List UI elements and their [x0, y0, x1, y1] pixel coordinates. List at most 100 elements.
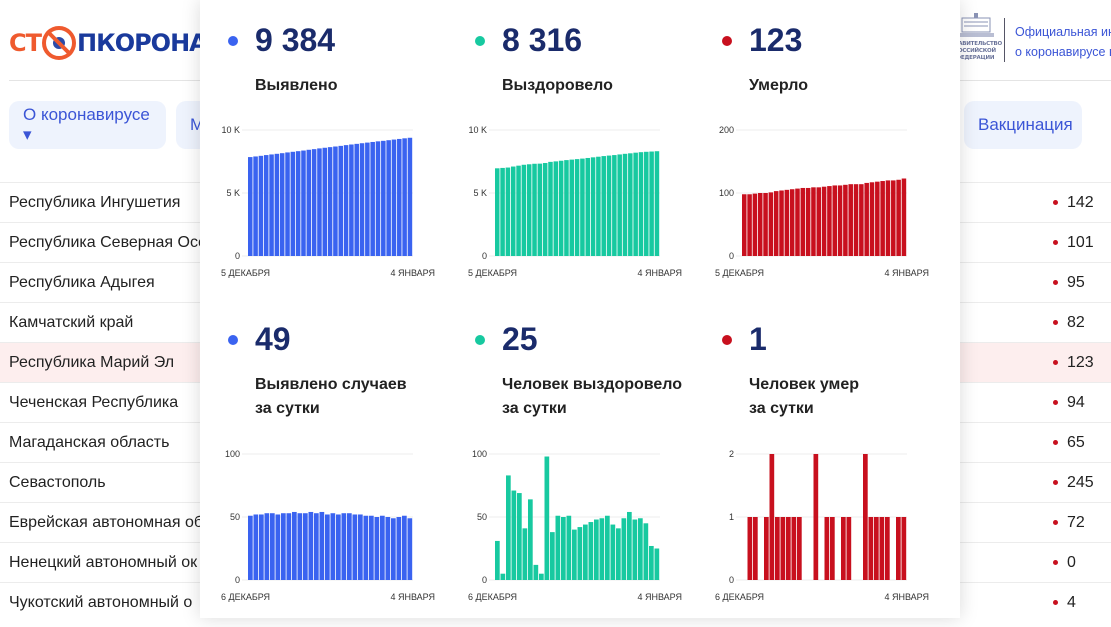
- chart-recovered-daily: 0 50 100 6 ДЕКАБРЯ 4 ЯНВАРЯ: [468, 449, 682, 602]
- region-name: Республика Северная Осе: [9, 233, 207, 251]
- government-emblem-text: ПРАВИТЕЛЬСТВО РОССИЙСКОЙ ФЕДЕРАЦИИ: [950, 41, 1003, 61]
- stat-label-line1: Человек умер: [749, 376, 860, 393]
- bar: [596, 156, 601, 256]
- bar: [599, 518, 605, 580]
- bar: [583, 524, 588, 580]
- bar: [843, 184, 848, 256]
- bar: [896, 517, 901, 580]
- stat-number: 1: [749, 321, 767, 357]
- bar: [885, 180, 891, 256]
- deaths-dot-icon: [1053, 480, 1058, 485]
- bar: [773, 191, 779, 256]
- x-tick-label-start: 5 ДЕКАБРЯ: [715, 268, 764, 278]
- bar: [654, 151, 660, 256]
- region-deaths-value: 0: [1067, 553, 1076, 571]
- bar: [577, 527, 583, 580]
- official-info-link[interactable]: Официальная ин о коронавирусе в: [1015, 22, 1111, 62]
- bar: [786, 517, 791, 580]
- bar: [338, 145, 344, 256]
- bar: [500, 573, 506, 580]
- bar: [638, 518, 643, 580]
- government-logo[interactable]: ПРАВИТЕЛЬСТВО РОССИЙСКОЙ ФЕДЕРАЦИИ: [950, 12, 1003, 64]
- bar: [601, 156, 606, 256]
- bar: [327, 147, 333, 256]
- bar: [248, 515, 253, 580]
- nav-vaccination[interactable]: Вакцинация: [964, 101, 1082, 149]
- legend-dot-icon: [722, 335, 732, 345]
- bar: [258, 155, 264, 256]
- chart-detected-daily: 0 50 100 6 ДЕКАБРЯ 4 ЯНВАРЯ: [221, 449, 435, 602]
- bar: [510, 166, 516, 256]
- bar: [359, 143, 365, 256]
- bar: [279, 153, 285, 256]
- bar: [553, 161, 559, 256]
- bar: [402, 515, 407, 580]
- bar: [654, 548, 660, 580]
- bar: [533, 564, 539, 580]
- bar: [380, 515, 385, 580]
- stat-number: 25: [502, 321, 538, 357]
- stat-label-line1: Выявлено: [255, 77, 338, 94]
- nav-about-coronavirus[interactable]: О коронавирусе ▾: [9, 101, 166, 149]
- x-tick-label-end: 4 ЯНВАРЯ: [390, 268, 435, 278]
- deaths-dot-icon: [1053, 560, 1058, 565]
- bar: [297, 513, 303, 580]
- bar: [396, 517, 402, 580]
- bar: [391, 518, 396, 580]
- legend-dot-icon: [475, 36, 485, 46]
- bar: [863, 454, 868, 580]
- gov-text-line1: Официальная ин: [1015, 25, 1111, 39]
- y-tick-label: 10 K: [468, 125, 487, 135]
- bar: [550, 532, 555, 580]
- bar: [880, 181, 885, 256]
- bar: [253, 156, 258, 256]
- bar: [588, 522, 594, 580]
- y-tick-label: 1: [729, 512, 734, 522]
- x-tick-label-end: 4 ЯНВАРЯ: [637, 268, 682, 278]
- stat-label-line1: Умерло: [749, 77, 808, 94]
- stat-label: Выявлено: [255, 74, 337, 98]
- stat-number: 8 316: [502, 22, 583, 58]
- bar: [341, 513, 347, 580]
- bar: [644, 151, 649, 256]
- deaths-dot-icon: [1053, 280, 1058, 285]
- bar: [542, 163, 548, 256]
- bar: [875, 181, 880, 256]
- bar: [885, 517, 890, 580]
- bar: [528, 499, 533, 580]
- bar: [606, 155, 612, 256]
- bar: [558, 160, 564, 256]
- bar: [789, 189, 795, 256]
- x-tick-label-start: 5 ДЕКАБРЯ: [221, 268, 270, 278]
- x-tick-label-start: 5 ДЕКАБРЯ: [468, 268, 517, 278]
- bar: [381, 140, 386, 256]
- bar: [784, 189, 790, 256]
- gov-text-line2: о коронавирусе в: [1015, 45, 1111, 59]
- y-tick-label: 100: [472, 449, 487, 459]
- region-deaths-value: 4: [1067, 593, 1076, 611]
- bar: [352, 514, 358, 580]
- bar: [354, 143, 359, 256]
- bar: [621, 518, 627, 580]
- bar: [347, 513, 352, 580]
- bar: [753, 517, 758, 580]
- bar: [506, 475, 511, 580]
- bar: [649, 545, 654, 580]
- deaths-dot-icon: [1053, 200, 1058, 205]
- bar: [610, 524, 616, 580]
- bar: [561, 517, 566, 580]
- bar: [742, 194, 747, 256]
- bar: [627, 511, 632, 580]
- bar: [769, 454, 775, 580]
- stat-number: 49: [255, 321, 291, 357]
- bar: [333, 146, 338, 256]
- bar: [259, 514, 264, 580]
- bar: [901, 178, 907, 256]
- bar: [391, 139, 397, 256]
- y-tick-label: 0: [482, 575, 487, 585]
- bar: [590, 157, 596, 256]
- bar: [813, 454, 819, 580]
- region-name: Ненецкий автономный ок: [9, 553, 198, 571]
- stat-number: 123: [749, 22, 803, 58]
